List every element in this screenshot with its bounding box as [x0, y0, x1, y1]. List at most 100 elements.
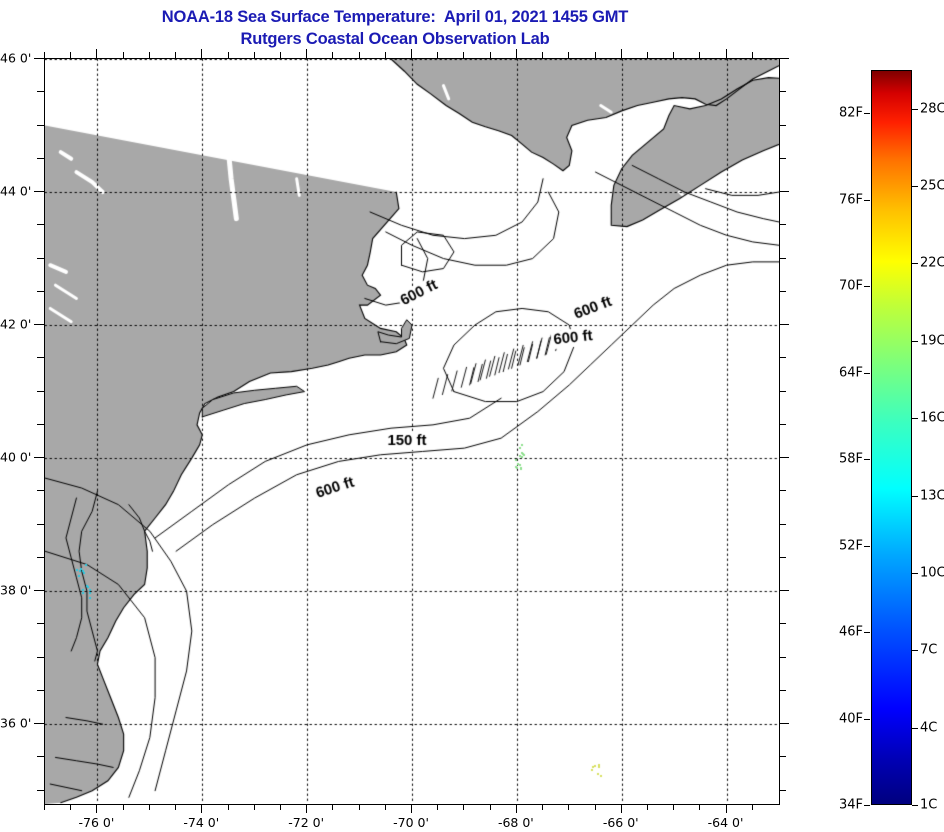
y-axis-tick-right: [779, 590, 789, 591]
y-axis-tick: [37, 125, 44, 126]
x-axis-label-0: -76 0': [79, 815, 115, 830]
x-axis-tick: [201, 804, 202, 813]
x-axis-tick-top: [595, 52, 596, 58]
y-axis-tick: [37, 291, 44, 292]
x-axis-label-1: -74 0': [183, 815, 219, 830]
colorbar-label-c-6: 10C: [920, 565, 944, 580]
y-axis-tick: [37, 524, 44, 525]
colorbar-label-f-5: 52F: [839, 538, 863, 553]
colorbar-tick-c-0: [912, 109, 918, 110]
y-axis-tick: [37, 357, 44, 358]
y-axis-tick: [34, 723, 44, 724]
y-axis-tick-right: [779, 191, 789, 192]
y-axis-tick-right: [779, 790, 786, 791]
colorbar-label-f-4: 58F: [839, 452, 863, 467]
x-axis-tick: [411, 804, 412, 813]
y-axis-tick-right: [779, 324, 789, 325]
x-axis-label-2: -72 0': [288, 815, 324, 830]
x-axis-tick: [673, 804, 674, 810]
x-axis-tick-top: [647, 52, 648, 58]
y-axis-tick-right: [779, 723, 789, 724]
x-axis-tick-top: [542, 52, 543, 58]
y-axis-tick: [37, 391, 44, 392]
x-axis-tick-top: [332, 52, 333, 58]
x-axis-tick-top: [175, 52, 176, 58]
y-axis-tick: [37, 623, 44, 624]
colorbar-label-c-8: 4C: [920, 720, 937, 735]
y-axis-tick: [34, 58, 44, 59]
sst-map-canvas[interactable]: [45, 59, 779, 804]
y-axis-tick-right: [779, 58, 789, 59]
y-axis-label-0: 46 0': [0, 51, 31, 66]
x-axis-tick: [490, 804, 491, 810]
x-axis-tick: [752, 804, 753, 810]
colorbar-tick-f-2: [864, 286, 870, 287]
x-axis-label-3: -70 0': [393, 815, 429, 830]
x-axis-tick: [175, 804, 176, 810]
y-axis-tick: [37, 158, 44, 159]
x-axis-tick-top: [726, 49, 727, 58]
y-axis-tick: [34, 457, 44, 458]
y-axis-tick-right: [779, 623, 786, 624]
colorbar-label-f-0: 82F: [839, 106, 863, 121]
colorbar-label-c-0: 28C: [920, 101, 944, 116]
chart-title-block: NOAA-18 Sea Surface Temperature: April 0…: [0, 6, 790, 50]
y-axis-tick: [34, 590, 44, 591]
x-axis-tick: [96, 804, 97, 813]
colorbar-tick-c-6: [912, 573, 918, 574]
x-axis-tick: [359, 804, 360, 810]
x-axis-tick: [516, 804, 517, 813]
y-axis-label-5: 36 0': [0, 716, 31, 731]
colorbar-tick-c-8: [912, 728, 918, 729]
colorbar-label-f-8: 34F: [839, 798, 863, 813]
y-axis-tick-right: [779, 424, 786, 425]
x-axis-tick-top: [123, 52, 124, 58]
y-axis-tick-right: [779, 224, 786, 225]
y-axis-tick: [37, 490, 44, 491]
y-axis-tick: [37, 790, 44, 791]
y-axis-tick-right: [779, 357, 786, 358]
x-axis-label-5: -66 0': [603, 815, 639, 830]
x-axis-tick-top: [516, 49, 517, 58]
x-axis-tick-top: [752, 52, 753, 58]
x-axis-tick-top: [673, 52, 674, 58]
x-axis-tick: [463, 804, 464, 810]
y-axis-label-1: 44 0': [0, 184, 31, 199]
colorbar-tick-c-3: [912, 341, 918, 342]
colorbar-tick-f-5: [864, 546, 870, 547]
y-axis-label-3: 40 0': [0, 450, 31, 465]
colorbar-label-f-1: 76F: [839, 192, 863, 207]
colorbar-label-c-7: 7C: [920, 643, 937, 658]
y-axis-tick-right: [779, 490, 786, 491]
x-axis-tick: [726, 804, 727, 813]
page-title: NOAA-18 Sea Surface Temperature: April 0…: [0, 6, 790, 28]
x-axis-tick: [621, 804, 622, 813]
sst-map-panel[interactable]: [44, 58, 780, 805]
y-axis-tick-right: [779, 557, 786, 558]
x-axis-label-6: -64 0': [708, 815, 744, 830]
x-axis-tick-top: [201, 49, 202, 58]
y-axis-tick: [37, 424, 44, 425]
colorbar-tick-c-1: [912, 186, 918, 187]
x-axis-tick-top: [280, 52, 281, 58]
x-axis-tick-top: [568, 52, 569, 58]
x-axis-tick-top: [70, 52, 71, 58]
colorbar-tick-c-9: [912, 805, 918, 806]
x-axis-tick-top: [699, 52, 700, 58]
x-axis-tick-top: [359, 52, 360, 58]
y-axis-tick-right: [779, 690, 786, 691]
x-axis-tick-top: [306, 49, 307, 58]
x-axis-tick: [568, 804, 569, 810]
x-axis-tick-top: [385, 52, 386, 58]
x-axis-tick: [332, 804, 333, 810]
x-axis-tick: [699, 804, 700, 810]
x-axis-tick: [647, 804, 648, 810]
colorbar-tick-c-5: [912, 496, 918, 497]
x-axis-tick: [542, 804, 543, 810]
y-axis-tick-right: [779, 291, 786, 292]
colorbar-label-c-9: 1C: [920, 798, 937, 813]
y-axis-tick: [37, 557, 44, 558]
x-axis-tick-top: [228, 52, 229, 58]
colorbar-tick-f-7: [864, 719, 870, 720]
colorbar-label-f-3: 64F: [839, 365, 863, 380]
